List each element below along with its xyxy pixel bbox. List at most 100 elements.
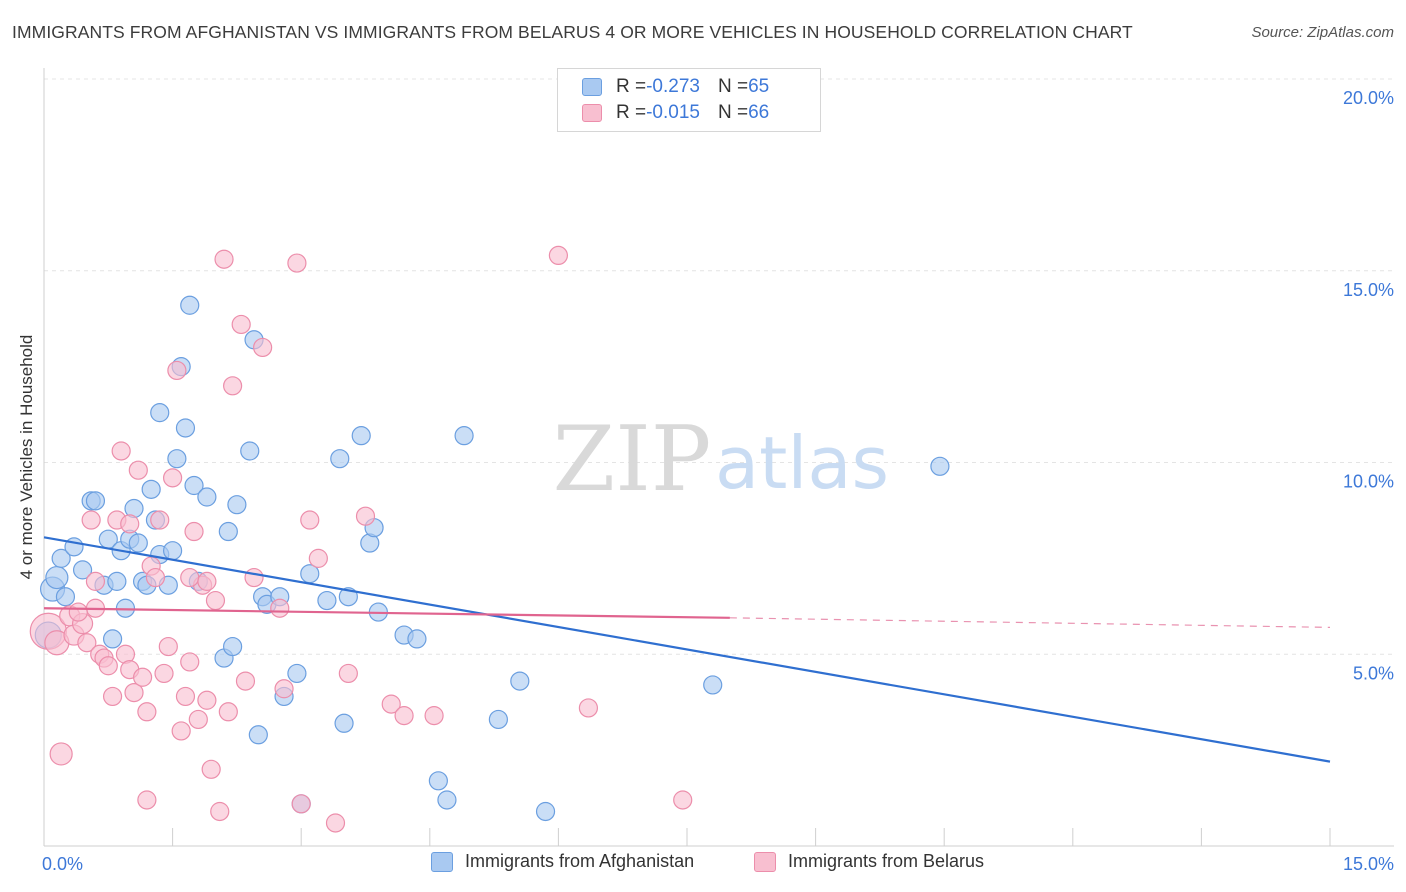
- belarus-point: [150, 510, 170, 530]
- tick-labels: 5.0% 10.0% 15.0% 20.0% 0.0% 15.0%: [42, 88, 1394, 874]
- belarus-point: [291, 794, 311, 814]
- afghanistan-point: [428, 771, 448, 791]
- belarus-point: [325, 813, 346, 833]
- afghanistan-swatch: [582, 78, 602, 96]
- belarus-point: [68, 602, 88, 622]
- watermark-zip: ZIP: [553, 407, 712, 512]
- belarus-trend-line: [43, 607, 730, 619]
- afghanistan-point: [72, 560, 93, 580]
- trend-lines: [43, 536, 1331, 763]
- afghanistan-point: [437, 790, 457, 810]
- afghanistan-point: [218, 521, 238, 542]
- afghanistan-point: [454, 426, 474, 446]
- belarus-point: [81, 510, 101, 530]
- legend-label-afghanistan: Immigrants from Afghanistan: [465, 851, 695, 871]
- afghanistan-point: [180, 295, 200, 315]
- belarus-point: [253, 337, 273, 358]
- belarus-point: [128, 460, 148, 480]
- afghanistan-point: [317, 590, 337, 611]
- afghanistan-point: [107, 571, 127, 591]
- belarus-point: [201, 759, 221, 779]
- belarus-point: [235, 671, 256, 691]
- afghanistan-point: [128, 533, 148, 553]
- series-legend: Immigrants from Afghanistan Immigrants f…: [0, 851, 1406, 877]
- belarus-point: [210, 801, 230, 822]
- belarus-point: [102, 686, 123, 707]
- y-tick-label: 15.0%: [1343, 280, 1394, 300]
- legend-item-belarus[interactable]: Immigrants from Belarus: [754, 851, 984, 872]
- afghanistan-point: [703, 675, 723, 695]
- afghanistan-point: [227, 495, 247, 515]
- y-axis-label: 4 or more Vehicles in Household: [17, 334, 36, 580]
- afghanistan-point: [330, 449, 350, 469]
- afghanistan-point: [45, 565, 69, 590]
- belarus-point: [180, 652, 200, 672]
- belarus-point: [158, 636, 178, 657]
- afghanistan-point: [102, 629, 123, 649]
- belarus-point: [163, 468, 183, 488]
- afghanistan-point: [141, 479, 161, 499]
- afghanistan-point: [488, 709, 508, 730]
- afghanistan-point: [197, 487, 217, 507]
- data-points: [29, 245, 950, 833]
- belarus-point: [111, 441, 131, 461]
- belarus-trend-line-dashed: [729, 617, 1331, 629]
- r-value: -0.015: [646, 102, 700, 123]
- belarus-point: [231, 314, 251, 335]
- belarus-point: [184, 521, 204, 542]
- afghanistan-point: [55, 587, 76, 607]
- belarus-point: [548, 245, 569, 266]
- axes: [43, 68, 1394, 847]
- belarus-point: [673, 790, 693, 810]
- belarus-point: [77, 633, 97, 653]
- belarus-point: [300, 510, 320, 530]
- belarus-swatch: [582, 104, 602, 122]
- belarus-point: [214, 249, 234, 269]
- belarus-point: [85, 571, 106, 591]
- legend-row-belarus: R = -0.015 N = 66: [582, 101, 769, 125]
- afghanistan-point: [287, 663, 307, 684]
- belarus-point: [49, 742, 73, 766]
- belarus-point: [175, 686, 196, 707]
- belarus-point: [167, 360, 187, 381]
- belarus-point: [270, 598, 290, 618]
- afghanistan-point: [163, 541, 183, 561]
- belarus-point: [223, 376, 243, 396]
- belarus-point: [218, 702, 238, 722]
- belarus-point: [338, 663, 358, 684]
- afghanistan-point: [51, 548, 71, 568]
- belarus-point: [424, 706, 444, 726]
- afghanistan-point: [240, 441, 260, 461]
- belarus-point: [120, 514, 140, 534]
- stats-legend: R = -0.273 N = 65 R = -0.015 N = 66: [557, 68, 821, 132]
- belarus-legend-swatch: [754, 851, 776, 872]
- belarus-point: [197, 571, 217, 591]
- belarus-point: [98, 656, 118, 676]
- y-tick-label: 5.0%: [1353, 663, 1394, 683]
- afghanistan-legend-swatch: [431, 851, 453, 872]
- afghanistan-point: [930, 456, 950, 476]
- x-tick-label: 0.0%: [42, 854, 83, 874]
- belarus-point: [145, 567, 166, 588]
- afghanistan-point: [167, 449, 187, 469]
- afghanistan-trend-line: [43, 536, 1331, 763]
- legend-row-afghanistan: R = -0.273 N = 65: [582, 75, 769, 99]
- belarus-point: [381, 694, 401, 714]
- belarus-point: [578, 698, 599, 718]
- grid-lines: [44, 78, 1394, 655]
- belarus-point: [188, 709, 208, 730]
- r-value: -0.273: [646, 76, 700, 97]
- n-label: N =: [717, 76, 749, 97]
- watermark: ZIP atlas: [553, 407, 889, 512]
- belarus-point: [355, 506, 376, 526]
- belarus-point: [287, 253, 307, 273]
- afghanistan-point: [175, 418, 196, 438]
- legend-item-afghanistan[interactable]: Immigrants from Afghanistan: [431, 851, 694, 872]
- source-credit: Source: ZipAtlas.com: [1251, 24, 1394, 41]
- afghanistan-point: [535, 801, 556, 822]
- r-label: R =: [616, 76, 647, 97]
- n-label: N =: [717, 102, 749, 123]
- r-label: R =: [616, 102, 647, 123]
- belarus-point: [132, 667, 153, 687]
- belarus-point: [205, 590, 226, 611]
